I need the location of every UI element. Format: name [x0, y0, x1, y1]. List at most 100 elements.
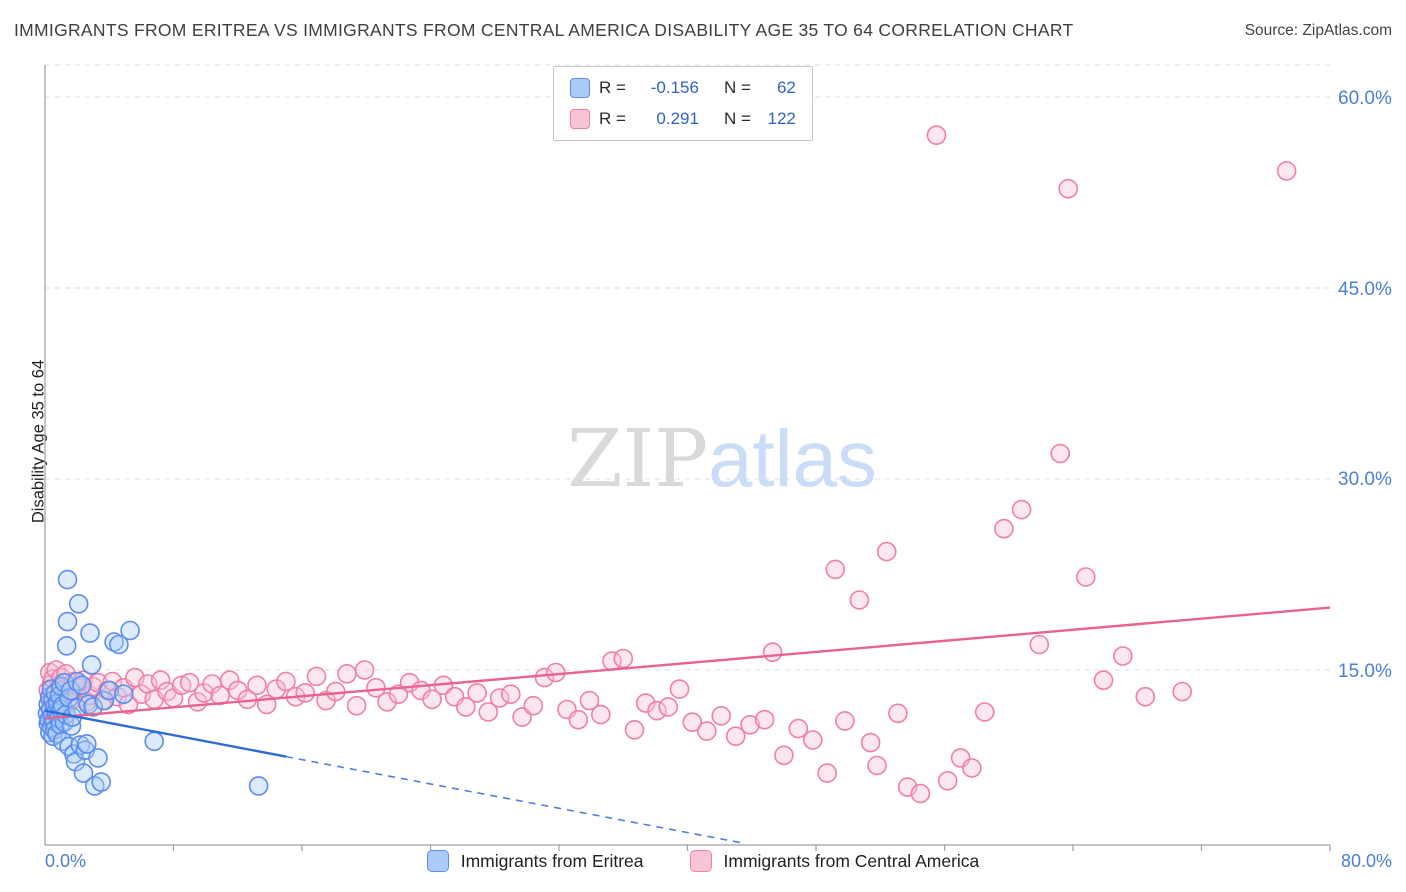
- scatter-point-central[interactable]: [1276, 161, 1297, 181]
- trend-layer: [44, 606, 1331, 844]
- scatter-point-central[interactable]: [1050, 443, 1070, 464]
- scatter-point-central[interactable]: [635, 693, 656, 713]
- correlation-legend-box: R = -0.156 N = 62 R = 0.291 N = 122: [553, 66, 813, 141]
- scatter-point-eritrea[interactable]: [72, 675, 92, 696]
- scatter-point-eritrea[interactable]: [91, 772, 111, 792]
- scatter-point-central[interactable]: [467, 683, 487, 703]
- scatter-point-central[interactable]: [849, 590, 870, 610]
- legend-item-eritrea: Immigrants from Eritrea: [426, 850, 644, 872]
- scatter-point-central[interactable]: [937, 770, 958, 791]
- watermark-atlas: atlas: [708, 414, 877, 503]
- scatter-point-eritrea[interactable]: [77, 734, 97, 754]
- x-axis-min-label: 0.0%: [45, 851, 87, 871]
- scatter-point-central[interactable]: [835, 711, 855, 731]
- scatter-point-central[interactable]: [568, 709, 589, 730]
- scatter-point-central[interactable]: [534, 667, 555, 688]
- y-tick-label-60: 60.0%: [1338, 88, 1392, 109]
- scatter-point-eritrea[interactable]: [113, 684, 134, 705]
- scatter-point-eritrea[interactable]: [99, 680, 120, 701]
- x-axis-max-label: 80.0%: [1340, 851, 1392, 871]
- scatter-point-central[interactable]: [669, 679, 690, 699]
- scatter-point-central[interactable]: [740, 714, 760, 735]
- scatter-point-central[interactable]: [247, 675, 267, 696]
- scatter-point-central[interactable]: [579, 690, 600, 711]
- n-value-central: 122: [767, 109, 796, 128]
- scatter-point-central[interactable]: [276, 671, 296, 692]
- scatter-point-eritrea[interactable]: [68, 593, 89, 614]
- scatter-point-central[interactable]: [994, 518, 1014, 539]
- scatter-point-central[interactable]: [613, 648, 634, 669]
- scatter-point-eritrea[interactable]: [81, 655, 102, 675]
- scatter-point-central[interactable]: [817, 763, 838, 783]
- scatter-point-central[interactable]: [754, 709, 775, 730]
- scatter-point-central[interactable]: [1135, 686, 1156, 707]
- scatter-point-eritrea[interactable]: [144, 731, 164, 752]
- scatter-point-central[interactable]: [1076, 567, 1096, 587]
- scatter-point-eritrea[interactable]: [57, 569, 78, 590]
- scatter-point-central[interactable]: [545, 662, 566, 683]
- scatter-point-central[interactable]: [179, 672, 200, 693]
- scatter-point-eritrea[interactable]: [248, 776, 269, 796]
- scatter-point-central[interactable]: [346, 695, 367, 716]
- scatter-point-central[interactable]: [478, 702, 499, 722]
- scatter-point-central[interactable]: [926, 125, 947, 145]
- scatter-point-eritrea[interactable]: [80, 623, 100, 643]
- scatter-point-central[interactable]: [876, 541, 897, 562]
- scatter-point-central[interactable]: [354, 660, 375, 680]
- scatter-point-eritrea[interactable]: [59, 688, 79, 708]
- scatter-point-central[interactable]: [590, 704, 611, 725]
- scatter-point-eritrea[interactable]: [88, 748, 108, 768]
- scatter-point-eritrea[interactable]: [109, 634, 129, 655]
- trend-line-dashed: [285, 755, 744, 844]
- scatter-point-eritrea[interactable]: [83, 697, 103, 717]
- scatter-point-central[interactable]: [725, 726, 746, 747]
- scatter-point-central[interactable]: [867, 755, 887, 776]
- scatter-point-central[interactable]: [1011, 499, 1032, 520]
- scatter-point-central[interactable]: [888, 703, 908, 724]
- scatter-point-central[interactable]: [860, 732, 881, 753]
- scatter-point-central[interactable]: [682, 712, 703, 733]
- scatter-point-central[interactable]: [377, 691, 397, 712]
- scatter-point-central[interactable]: [647, 700, 667, 721]
- scatter-point-central[interactable]: [219, 670, 240, 691]
- scatter-point-central[interactable]: [337, 663, 357, 684]
- scatter-point-eritrea[interactable]: [73, 763, 94, 783]
- scatter-point-central[interactable]: [489, 688, 510, 708]
- y-tick-label-30: 30.0%: [1338, 469, 1392, 490]
- scatter-point-central[interactable]: [961, 758, 982, 778]
- series-legend: Immigrants from Eritrea Immigrants from …: [0, 850, 1406, 872]
- scatter-point-central[interactable]: [1172, 681, 1192, 702]
- scatter-point-central[interactable]: [366, 677, 386, 698]
- scatter-point-central[interactable]: [1058, 178, 1078, 199]
- y-tick-labels: 60.0% 45.0% 30.0% 15.0%: [1338, 88, 1392, 682]
- r-label: R =: [599, 78, 626, 97]
- scatter-point-central[interactable]: [658, 697, 679, 717]
- scatter-point-central[interactable]: [711, 705, 732, 726]
- scatter-point-eritrea[interactable]: [120, 620, 140, 641]
- scatter-point-central[interactable]: [500, 684, 521, 705]
- scatter-point-eritrea[interactable]: [94, 690, 115, 711]
- scatter-point-central[interactable]: [523, 695, 544, 716]
- scatter-point-eritrea[interactable]: [56, 635, 77, 656]
- r-label: R =: [599, 109, 626, 128]
- scatter-point-central[interactable]: [825, 559, 846, 580]
- scatter-point-central[interactable]: [118, 694, 139, 715]
- scatter-point-central[interactable]: [455, 697, 476, 717]
- scatter-point-central[interactable]: [295, 683, 316, 703]
- scatter-point-central[interactable]: [774, 745, 794, 766]
- scatter-point-central[interactable]: [974, 702, 995, 722]
- scatter-point-central[interactable]: [1093, 670, 1114, 691]
- scatter-point-central[interactable]: [422, 689, 442, 710]
- scatter-point-central[interactable]: [1029, 634, 1050, 655]
- scatter-point-central[interactable]: [910, 783, 931, 804]
- scatter-point-central[interactable]: [306, 666, 327, 687]
- scatter-point-central[interactable]: [150, 670, 171, 691]
- scatter-point-central[interactable]: [762, 642, 783, 663]
- scatter-point-central[interactable]: [788, 718, 809, 739]
- scatter-point-central[interactable]: [1113, 646, 1133, 666]
- scatter-point-central[interactable]: [696, 721, 717, 741]
- scatter-point-central[interactable]: [802, 730, 823, 750]
- scatter-point-eritrea[interactable]: [57, 611, 78, 632]
- scatter-point-central[interactable]: [624, 719, 645, 740]
- source-link[interactable]: Source: ZipAtlas.com: [1244, 22, 1392, 39]
